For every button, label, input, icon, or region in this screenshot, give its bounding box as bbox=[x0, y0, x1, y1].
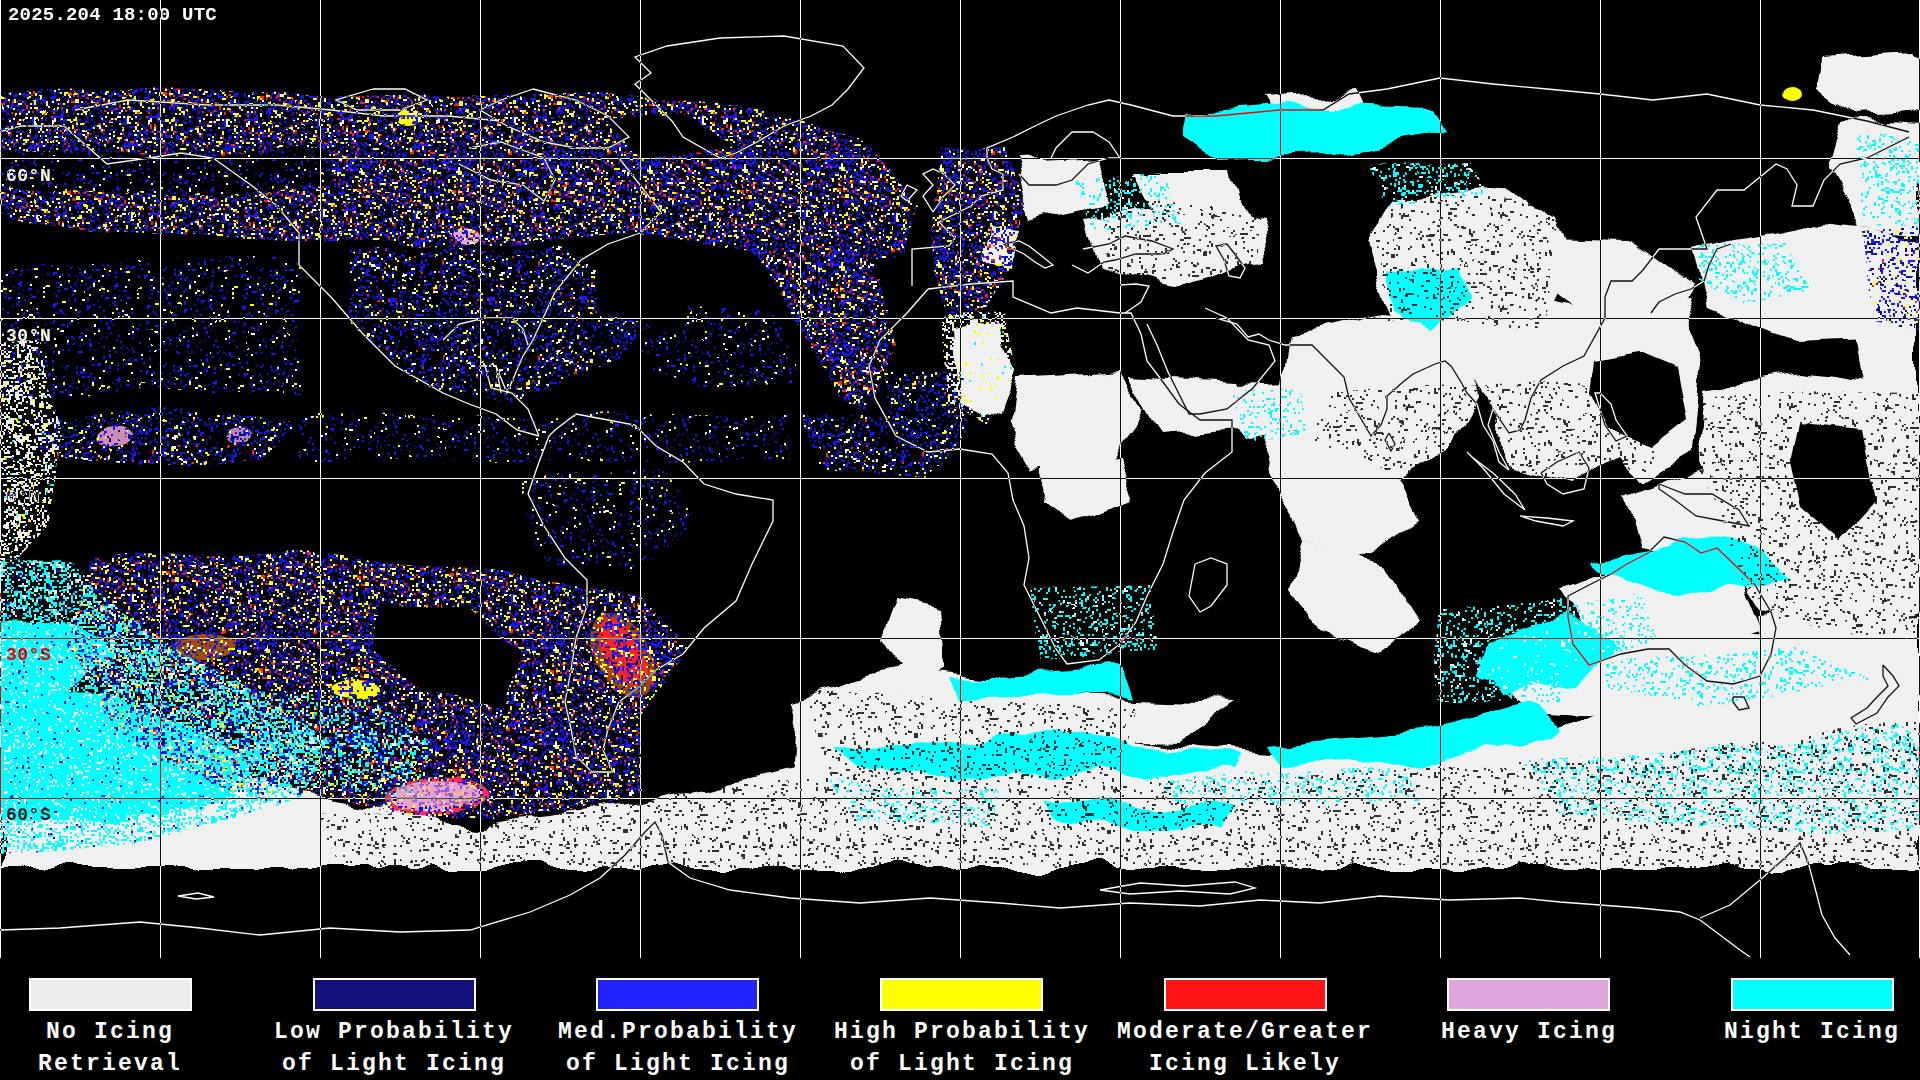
svg-text:0°N: 0°N bbox=[6, 487, 40, 507]
svg-text:60°S: 60°S bbox=[6, 805, 51, 825]
svg-text:Moderate/Greater: Moderate/Greater bbox=[1117, 1019, 1373, 1045]
svg-text:Icing Likely: Icing Likely bbox=[1149, 1051, 1341, 1077]
svg-text:60°N: 60°N bbox=[6, 166, 51, 186]
svg-text:of Light Icing: of Light Icing bbox=[850, 1051, 1074, 1077]
svg-text:of Light Icing: of Light Icing bbox=[566, 1051, 790, 1077]
svg-text:Low Probability: Low Probability bbox=[274, 1019, 514, 1045]
svg-text:of Light Icing: of Light Icing bbox=[282, 1051, 506, 1077]
svg-text:Night Icing: Night Icing bbox=[1724, 1019, 1900, 1045]
svg-text:2025.204 18:00 UTC: 2025.204 18:00 UTC bbox=[8, 4, 217, 26]
svg-text:Retrieval: Retrieval bbox=[38, 1051, 182, 1077]
svg-text:30°S: 30°S bbox=[6, 645, 51, 665]
svg-text:Heavy Icing: Heavy Icing bbox=[1441, 1019, 1617, 1045]
svg-text:No Icing: No Icing bbox=[46, 1019, 174, 1045]
svg-text:Med.Probability: Med.Probability bbox=[558, 1019, 798, 1045]
svg-text:30°N: 30°N bbox=[6, 326, 51, 346]
svg-text:High Probability: High Probability bbox=[834, 1019, 1090, 1045]
